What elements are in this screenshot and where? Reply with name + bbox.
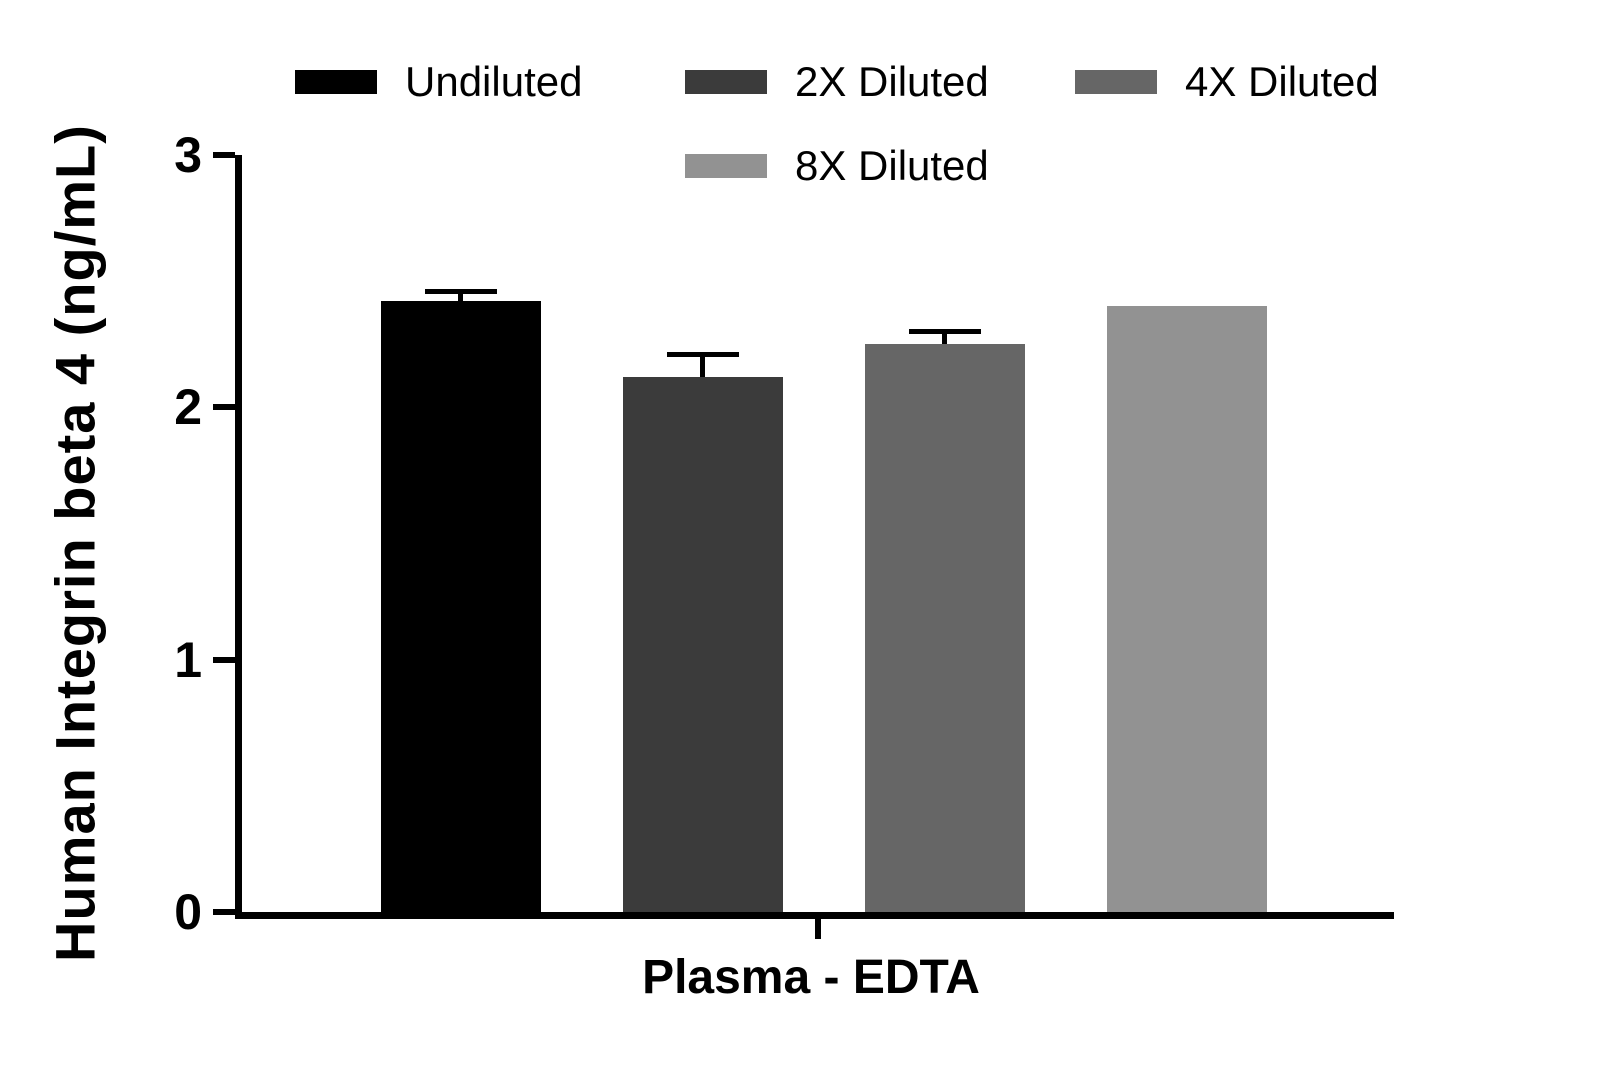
x-tick-mark	[815, 919, 821, 939]
error-bar-stem	[942, 334, 948, 345]
y-tick-mark	[213, 404, 235, 411]
legend-swatch	[685, 154, 767, 178]
legend-label: 4X Diluted	[1185, 58, 1379, 105]
error-bar-cap	[424, 288, 497, 294]
legend-item: 2X Diluted	[685, 58, 1075, 106]
y-tick-label: 1	[174, 631, 202, 688]
legend-swatch	[295, 70, 377, 94]
legend-swatch	[1075, 70, 1157, 94]
y-tick-mark	[213, 656, 235, 663]
legend-item: 8X Diluted	[685, 142, 1075, 190]
error-bar-stem	[700, 356, 706, 378]
legend-label: 2X Diluted	[795, 58, 989, 105]
x-axis-title: Plasma - EDTA	[642, 951, 980, 1004]
plot-area: 0 1 2 3	[174, 130, 1394, 939]
error-bar-cap	[666, 351, 739, 357]
y-tick-label: 3	[174, 127, 202, 183]
bar-4x-diluted	[864, 344, 1025, 912]
y-tick-label: 0	[174, 884, 202, 940]
y-tick-mark	[213, 152, 235, 158]
y-tick-mark	[213, 909, 235, 915]
legend: Undiluted 2X Diluted 4X Diluted 8X Diluted	[295, 58, 1445, 190]
bar-8x-diluted	[1106, 306, 1267, 912]
bar-undiluted	[380, 301, 541, 912]
bar-2x-diluted	[622, 377, 783, 912]
legend-item: Undiluted	[295, 58, 685, 106]
y-tick-label: 2	[174, 379, 202, 436]
error-bar-cap	[908, 329, 981, 335]
legend-swatch	[685, 70, 767, 94]
error-bar-stem	[458, 293, 464, 302]
legend-label: 8X Diluted	[795, 142, 989, 189]
y-axis-title: Human Integrin beta 4 (ng/mL)	[43, 124, 107, 962]
legend-label: Undiluted	[405, 58, 583, 105]
legend-item: 4X Diluted	[1075, 58, 1445, 106]
